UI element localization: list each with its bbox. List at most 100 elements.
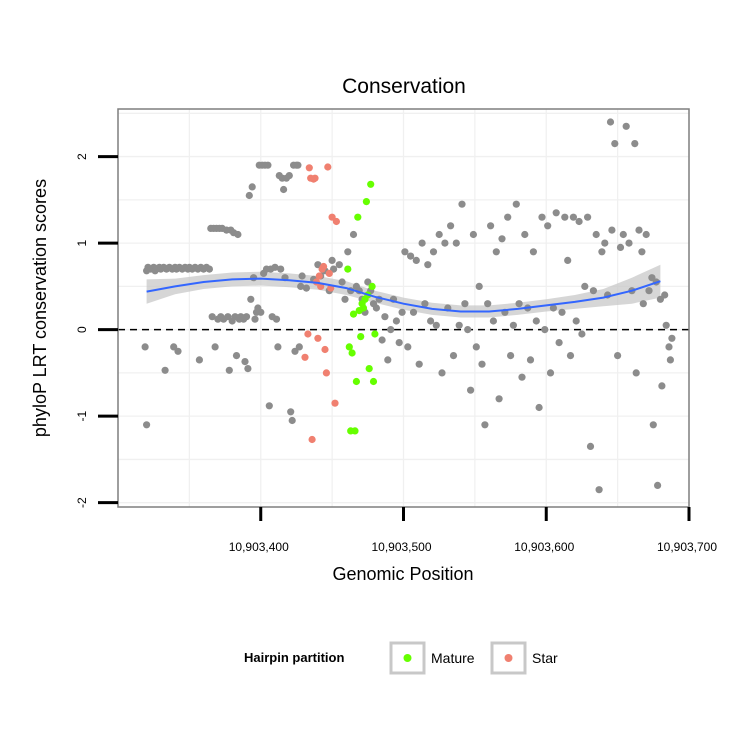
data-point-other: [407, 252, 415, 260]
data-point-other: [381, 313, 389, 321]
data-point-other: [584, 213, 592, 221]
data-point-other: [622, 122, 630, 130]
data-point-other: [642, 230, 650, 239]
legend-marker-star: [504, 654, 513, 662]
data-point-other: [265, 402, 273, 410]
data-point-mature: [365, 365, 373, 373]
data-point-other: [515, 300, 523, 308]
data-point-other: [581, 282, 589, 290]
data-point-star: [331, 399, 339, 407]
data-point-other: [598, 248, 606, 256]
data-point-other: [492, 248, 500, 256]
data-point-other: [195, 356, 203, 364]
data-point-other: [625, 239, 633, 247]
data-point-other: [472, 343, 480, 351]
data-point-other: [658, 382, 666, 390]
smooth-curve: [146, 277, 661, 313]
data-point-other: [521, 230, 529, 239]
data-point-other: [429, 248, 438, 256]
data-point-other: [631, 140, 639, 148]
data-point-other: [280, 185, 288, 194]
confidence-band-area: [146, 264, 661, 318]
legend-title: Hairpin partition: [244, 650, 344, 665]
data-point-other: [401, 248, 409, 256]
data-point-other: [174, 347, 182, 355]
data-point-other: [458, 200, 466, 208]
data-point-other: [546, 369, 555, 377]
data-point-other: [504, 213, 512, 221]
data-point-other: [285, 172, 293, 180]
data-point-mature: [362, 198, 370, 206]
data-point-other: [271, 263, 279, 271]
data-point-other: [538, 213, 546, 221]
data-point-other: [662, 321, 670, 329]
chart-title: Conservation: [342, 75, 466, 98]
data-point-other: [452, 239, 460, 247]
data-point-other: [578, 330, 586, 338]
data-point-other: [170, 343, 178, 351]
data-point-other: [364, 278, 372, 286]
data-point-other: [211, 343, 219, 351]
legend-label-mature: Mature: [431, 650, 475, 666]
data-point-other: [384, 356, 392, 364]
data-point-other: [141, 343, 149, 351]
data-point-star: [332, 217, 340, 226]
data-point-mature: [344, 265, 352, 273]
x-tick-label: 10,903,500: [371, 540, 431, 554]
data-point-other: [541, 326, 549, 334]
data-point-other: [561, 213, 569, 221]
data-point-other: [208, 313, 216, 321]
data-point-other: [544, 222, 552, 230]
y-tick-label: -2: [75, 497, 89, 508]
data-point-other: [143, 421, 151, 429]
data-point-other: [569, 213, 578, 221]
data-point-other: [335, 261, 343, 269]
data-point-other: [432, 321, 440, 329]
data-point-mature: [357, 333, 365, 341]
data-point-other: [558, 308, 566, 316]
data-point-other: [295, 343, 303, 351]
smooth-line: [146, 277, 661, 313]
y-tick-label: 2: [75, 153, 89, 160]
data-point-other: [455, 321, 463, 329]
plot-area: [117, 108, 690, 508]
data-point-other: [619, 230, 627, 239]
data-point-mature: [371, 330, 379, 338]
data-point-other: [378, 336, 386, 344]
data-point-other: [161, 366, 169, 374]
y-tick-label: -1: [75, 411, 89, 422]
data-point-other: [412, 256, 420, 264]
data-point-other: [638, 248, 646, 256]
data-point-other: [467, 386, 475, 394]
data-point-other: [532, 317, 540, 325]
data-point-other: [344, 248, 352, 256]
x-tick-label: 10,903,400: [229, 540, 289, 554]
data-point-other: [438, 369, 446, 377]
data-point-other: [338, 278, 346, 286]
data-point-other: [427, 317, 435, 325]
x-tick-label: 10,903,700: [657, 540, 717, 554]
data-point-other: [288, 416, 296, 425]
data-point-other: [668, 334, 676, 342]
data-point-star: [305, 164, 313, 172]
data-point-other: [606, 118, 615, 126]
data-point-other: [611, 140, 619, 148]
data-point-other: [248, 183, 256, 191]
data-point-other: [526, 356, 535, 364]
data-point-other: [481, 421, 489, 429]
data-point-other: [392, 317, 400, 325]
confidence-band: [146, 264, 661, 318]
data-point-other: [495, 395, 503, 403]
data-point-mature: [345, 343, 353, 351]
data-point-other: [639, 300, 647, 308]
data-point-other: [572, 317, 580, 325]
legend-key-star: [490, 641, 527, 675]
data-point-mature: [349, 310, 358, 318]
data-point-other: [418, 239, 426, 247]
data-point-other: [535, 403, 543, 412]
data-point-other: [649, 421, 657, 429]
data-point-other: [225, 366, 233, 374]
data-point-other: [616, 243, 625, 251]
data-point-other: [512, 200, 520, 208]
data-point-other: [484, 300, 492, 308]
